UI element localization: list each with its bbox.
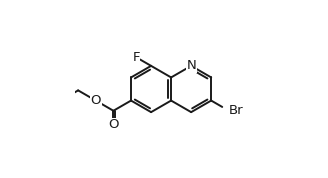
Text: F: F xyxy=(132,51,140,64)
Text: O: O xyxy=(108,118,119,131)
Text: O: O xyxy=(91,94,101,107)
Text: N: N xyxy=(186,59,196,72)
Text: Br: Br xyxy=(229,104,244,117)
